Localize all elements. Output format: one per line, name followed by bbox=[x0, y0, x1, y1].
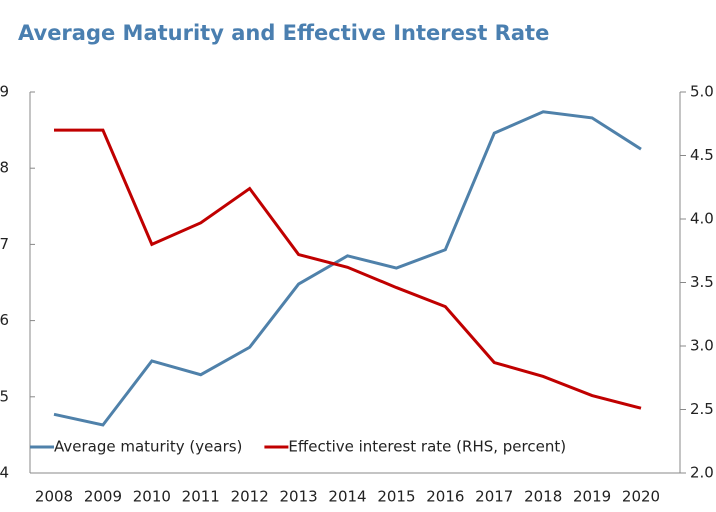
x-tick-label: 2016 bbox=[426, 488, 464, 506]
y2-tick-label: 4.0 bbox=[690, 210, 714, 228]
x-tick-label: 2014 bbox=[328, 488, 366, 506]
x-tick-label: 2008 bbox=[35, 488, 73, 506]
y2-tick-label: 2.0 bbox=[690, 464, 714, 482]
chart-title: Average Maturity and Effective Interest … bbox=[18, 21, 549, 45]
y-tick-label: 4 bbox=[0, 464, 9, 482]
y-tick-label: 9 bbox=[0, 83, 9, 101]
x-tick-label: 2012 bbox=[231, 488, 269, 506]
y2-tick-label: 3.5 bbox=[690, 273, 714, 291]
y2-tick-label: 5.0 bbox=[690, 83, 714, 101]
y2-tick-label: 2.5 bbox=[690, 400, 714, 418]
x-tick-label: 2015 bbox=[377, 488, 415, 506]
x-tick-label: 2020 bbox=[622, 488, 660, 506]
line-series bbox=[54, 128, 642, 410]
x-tick-label: 2009 bbox=[84, 488, 122, 506]
y-tick-label: 6 bbox=[0, 311, 9, 329]
y-tick-label: 8 bbox=[0, 159, 9, 177]
y2-tick-label: 3.0 bbox=[690, 337, 714, 355]
legend-label: Effective interest rate (RHS, percent) bbox=[288, 438, 566, 456]
x-tick-label: 2019 bbox=[573, 488, 611, 506]
legend-label: Average maturity (years) bbox=[54, 438, 242, 456]
x-tick-label: 2010 bbox=[133, 488, 171, 506]
x-tick-label: 2013 bbox=[279, 488, 317, 506]
x-tick-label: 2017 bbox=[475, 488, 513, 506]
x-tick-label: 2011 bbox=[182, 488, 220, 506]
x-tick-label: 2018 bbox=[524, 488, 562, 506]
y2-tick-label: 4.5 bbox=[690, 146, 714, 164]
y-tick-label: 7 bbox=[0, 235, 9, 253]
line-series bbox=[53, 110, 642, 427]
y-tick-label: 5 bbox=[0, 387, 9, 405]
